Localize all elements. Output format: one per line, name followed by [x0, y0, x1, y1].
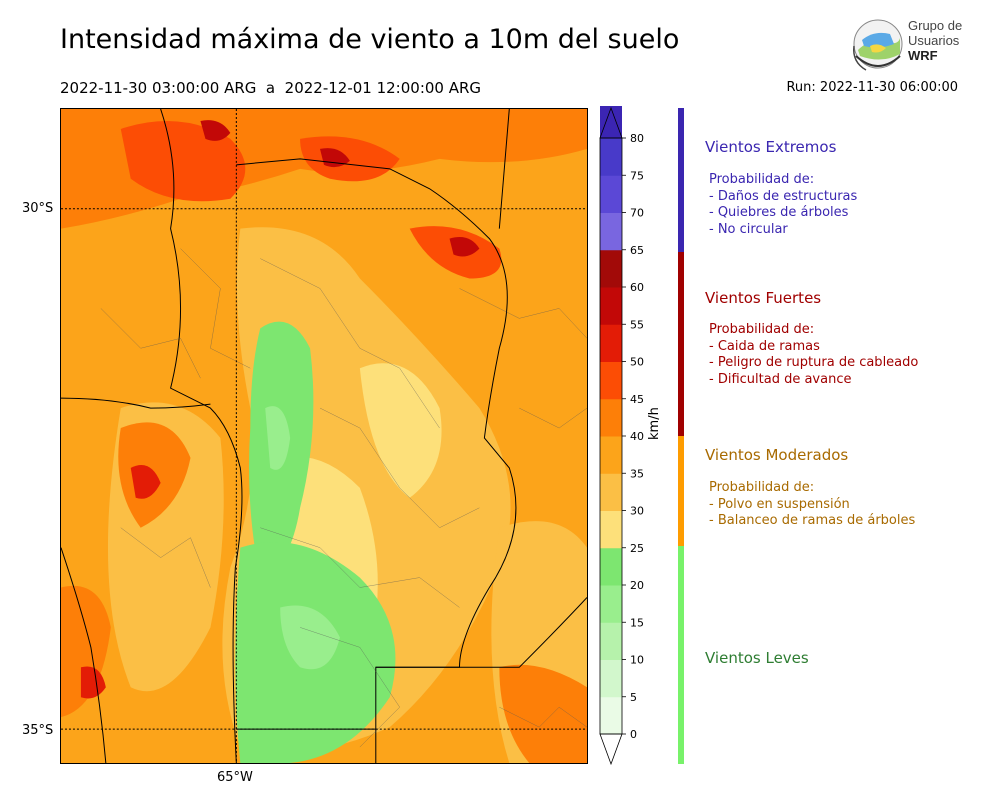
colorbar-tick-label: 5 [630, 691, 637, 704]
colorbar-segment [600, 361, 622, 400]
colorbar-tick-label: 60 [630, 281, 644, 294]
category-title-light: Vientos Leves [705, 649, 809, 667]
colorbar-tick-label: 0 [630, 728, 637, 741]
light-wind-core-north [265, 406, 291, 470]
category-bar-strong [678, 252, 684, 436]
strong-zone-se [499, 664, 587, 763]
category-title-moderate: Vientos Moderados [705, 446, 849, 464]
colorbar-segment [600, 510, 622, 549]
desc-line: - Dificultad de avance [709, 371, 852, 387]
colorbar-segment [600, 547, 622, 586]
desc-line: - Daños de estructuras [709, 188, 858, 204]
colorbar-tick-label: 30 [630, 505, 644, 518]
strong-core-nw [120, 120, 246, 202]
wind-map [60, 108, 588, 764]
category-desc-strong: Probabilidad de: - Caida de ramas - Peli… [709, 322, 918, 388]
desc-line: - Quiebres de árboles [709, 205, 849, 220]
extreme-core-west [130, 465, 161, 499]
colorbar-segment [600, 249, 622, 288]
desc-line: - Caida de ramas [709, 338, 820, 354]
desc-line: - No circular [709, 221, 788, 237]
category-bar-extreme [678, 108, 684, 252]
colorbar-segment [600, 622, 622, 660]
colorbar-segment [600, 436, 622, 474]
colorbar-segment [600, 324, 622, 362]
lat-label-30s: 30°S [22, 201, 54, 216]
colorbar-segment [600, 212, 622, 251]
colorbar-segment [600, 398, 622, 437]
category-bar-light [678, 546, 684, 764]
desc-line: - Polvo en suspensión [709, 496, 850, 512]
colorbar-segment [600, 138, 622, 176]
category-bar-moderate [678, 436, 684, 546]
desc-line: Probabilidad de: [709, 322, 815, 337]
colorbar-tick-label: 65 [630, 244, 644, 257]
colorbar-tick-label: 45 [630, 393, 644, 406]
department-boundaries [100, 248, 587, 748]
logo-line-1: Grupo de [908, 18, 963, 33]
lat-label-35s: 35°S [22, 723, 54, 738]
extreme-core-sw [80, 666, 106, 699]
category-title-extreme: Vientos Extremos [705, 138, 837, 156]
category-title-strong: Vientos Fuertes [705, 289, 822, 307]
graticule [61, 109, 587, 763]
colorbar-tick-label: 50 [630, 356, 644, 369]
colorbar-extend-bottom [599, 733, 623, 766]
forecast-period: 2022-11-30 03:00:00 ARG a 2022-12-01 12:… [60, 79, 482, 97]
colorbar-tick-label: 40 [630, 430, 644, 443]
desc-line: Probabilidad de: [709, 172, 815, 187]
extreme-core-3 [449, 236, 480, 257]
colorbar-segment [600, 473, 622, 511]
logo-line-2: Usuarios [908, 33, 960, 48]
colorbar: 0 5 10 15 20 25 30 35 40 45 50 55 60 65 70 75 80 [599, 106, 644, 766]
colorbar-tick-label: 15 [630, 616, 644, 629]
logo-text: Grupo de Usuarios WRF [908, 18, 962, 63]
extreme-core-1 [200, 120, 231, 141]
colorbar-tick-label: 10 [630, 654, 644, 667]
desc-line: - Peligro de ruptura de cableado [709, 355, 919, 370]
page-title: Intensidad máxima de viento a 10m del su… [60, 24, 680, 55]
category-desc-extreme: Probabilidad de: - Daños de estructuras … [709, 172, 857, 238]
light-wind-core [280, 605, 340, 670]
light-yellow-zone-2 [359, 363, 442, 498]
colorbar-segment [600, 287, 622, 325]
desc-line: - Balanceo de ramas de árboles [709, 513, 916, 528]
colorbar-tick-label: 70 [630, 207, 644, 220]
wrf-logo-icon [853, 19, 903, 71]
logo-line-3: WRF [908, 48, 938, 63]
strong-core-n [300, 136, 400, 182]
colorbar-segment [600, 659, 622, 698]
lon-label-65w: 65°W [217, 770, 253, 785]
colorbar-segment [600, 696, 622, 735]
colorbar-tick-label: 75 [630, 169, 644, 182]
desc-line: Probabilidad de: [709, 480, 815, 495]
colorbar-segment [600, 175, 622, 213]
run-time: Run: 2022-11-30 06:00:00 [786, 80, 958, 95]
colorbar-segment [600, 585, 622, 623]
strong-zone-sw [61, 585, 111, 718]
colorbar-units: km/h [647, 407, 662, 440]
colorbar-tick-label: 55 [630, 318, 644, 331]
colorbar-tick-label: 35 [630, 467, 644, 480]
category-desc-moderate: Probabilidad de: - Polvo en suspensión -… [709, 480, 915, 530]
colorbar-tick-label: 20 [630, 579, 644, 592]
colorbar-tick-label: 25 [630, 542, 644, 555]
colorbar-tick-label: 80 [630, 132, 644, 145]
